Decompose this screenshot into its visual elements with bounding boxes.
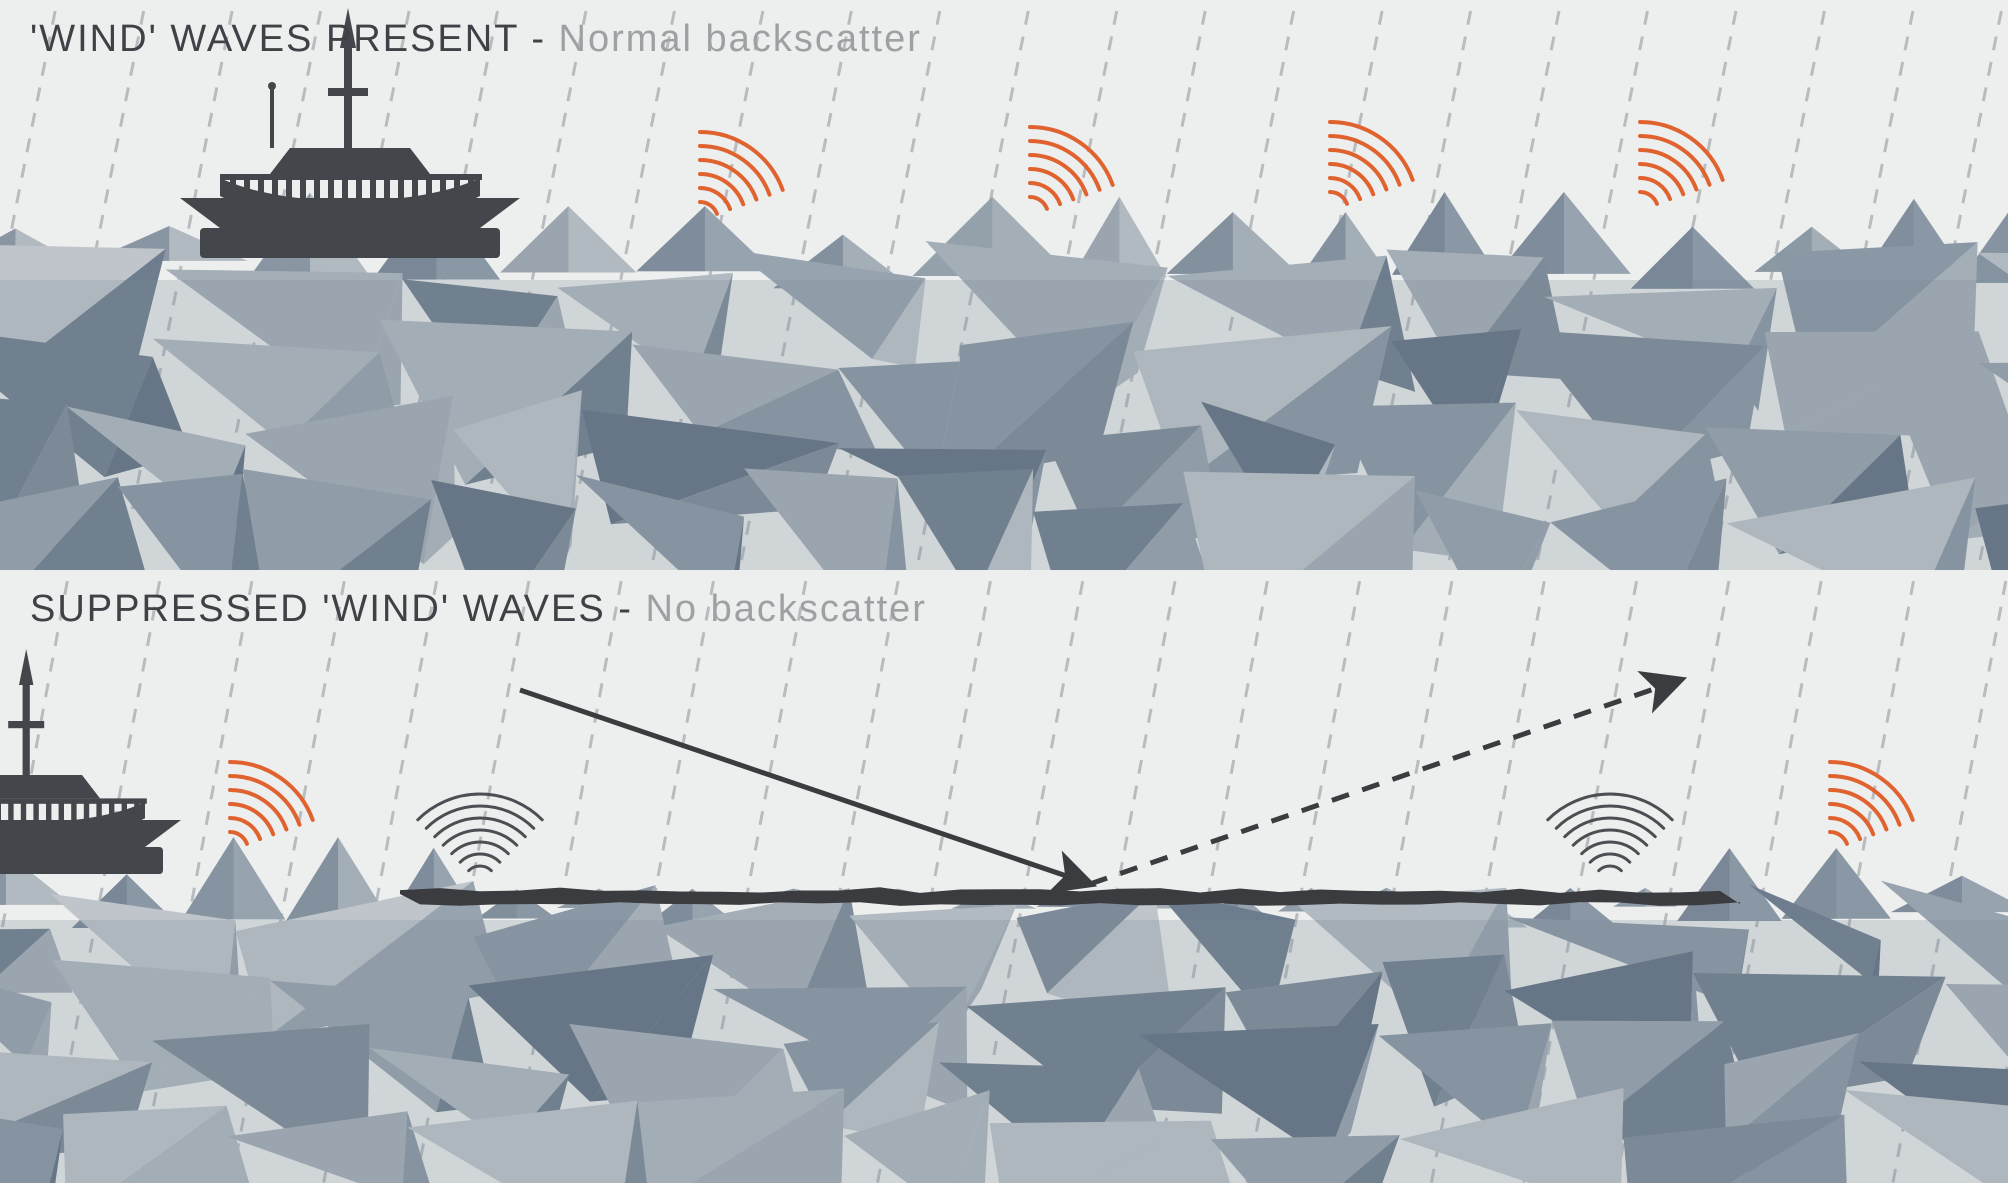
sea-fill (0, 920, 2008, 1183)
dash: - (531, 18, 558, 60)
panel2-title-sub: No backscatter (645, 588, 926, 630)
panel-suppressed-waves: SUPPRESSED 'WIND' WAVES - No backscatter (0, 570, 2008, 1183)
panel2-svg (0, 570, 2008, 1183)
panel-wind-waves: 'WIND' WAVES PRESENT - Normal backscatte… (0, 0, 2008, 570)
dash: - (618, 588, 645, 630)
sea-fill (0, 280, 2008, 570)
panel2-title: SUPPRESSED 'WIND' WAVES - No backscatter (30, 588, 927, 631)
panel1-title-main: 'WIND' WAVES PRESENT (30, 18, 519, 60)
panel1-svg (0, 0, 2008, 570)
panel2-title-main: SUPPRESSED 'WIND' WAVES (30, 588, 606, 630)
panel1-title-sub: Normal backscatter (559, 18, 922, 60)
panel1-title: 'WIND' WAVES PRESENT - Normal backscatte… (30, 18, 922, 61)
